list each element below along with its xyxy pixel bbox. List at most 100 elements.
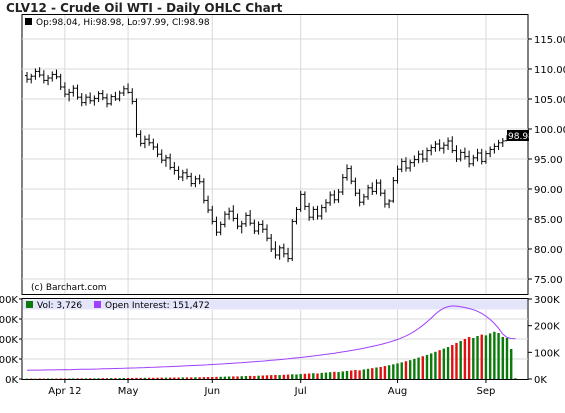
volume-bar	[236, 376, 239, 379]
ohlc-bar	[319, 204, 324, 220]
volume-bar	[476, 336, 479, 379]
ohlc-bar	[437, 139, 442, 152]
ohlc-bar	[311, 206, 316, 221]
volume-bar	[505, 338, 509, 379]
ohlc-bar	[83, 94, 88, 106]
volume-bar	[160, 377, 163, 379]
volume-bar	[164, 377, 168, 379]
ohlc-bar	[92, 95, 97, 106]
ohlc-bar	[25, 72, 29, 83]
price-tick-label: 80.00	[534, 245, 563, 256]
volume-bar	[84, 378, 88, 379]
volume-bar	[501, 337, 504, 379]
ohlc-bar	[252, 219, 257, 234]
volume-bar	[34, 378, 37, 380]
volume-bar	[147, 377, 151, 379]
volume-bar	[282, 374, 286, 379]
price-tick-label: 85.00	[534, 215, 563, 226]
price-tick-label: 110.00	[534, 65, 565, 76]
x-tick-label: Sep	[477, 386, 496, 397]
volume-bar	[488, 333, 492, 379]
ohlc-bar	[425, 147, 429, 162]
ohlc-bar	[46, 75, 51, 86]
volume-right-tick-label: 300K	[534, 295, 560, 306]
volume-bar	[30, 378, 33, 380]
ohlc-bar	[441, 142, 446, 154]
volume-bar	[93, 378, 96, 379]
volume-bar	[248, 375, 252, 379]
volume-right-tick-label: 200K	[534, 322, 560, 333]
ohlc-bar	[248, 210, 253, 226]
vol-legend: Vol: 3,726	[37, 301, 82, 311]
volume-bar	[76, 378, 79, 379]
ohlc-bar	[387, 199, 392, 209]
volume-bar	[72, 378, 75, 379]
volume-bar	[244, 376, 248, 379]
volume-bar	[316, 373, 319, 379]
ohlc-bar	[121, 85, 126, 96]
volume-left-tick-label: 400K	[0, 295, 18, 306]
volume-right-axis: 0K 100K 200K 300K	[528, 295, 560, 386]
volume-bar	[131, 377, 134, 379]
volume-bars	[25, 331, 517, 380]
ohlc-bar	[349, 165, 354, 185]
volume-bar	[324, 372, 328, 379]
ohlc-bar	[151, 138, 156, 150]
volume-bar	[253, 375, 256, 379]
volume-bar	[493, 331, 496, 379]
price-y-axis: 75.00 80.00 85.00 90.00 95.00 100.00 105.00 110…	[528, 35, 565, 286]
volume-bar	[497, 333, 500, 379]
volume-bar	[215, 376, 218, 379]
volume-bar	[46, 378, 50, 380]
ohlc-bar	[395, 165, 400, 184]
ohlc-bar	[109, 94, 114, 106]
ohlc-bar	[433, 141, 438, 152]
ohlc-bar	[471, 154, 476, 167]
volume-bar	[362, 369, 366, 379]
ohlc-bar	[33, 68, 38, 80]
volume-bar	[211, 377, 214, 379]
volume-bar	[261, 375, 264, 379]
volume-bar	[240, 376, 243, 379]
ohlc-bar	[298, 190, 303, 212]
volume-bar	[118, 378, 121, 379]
ohlc-bar	[180, 169, 185, 182]
volume-bar	[446, 347, 450, 379]
volume-bar	[173, 377, 176, 379]
ohlc-bar	[50, 71, 55, 82]
volume-bar	[42, 378, 46, 380]
ohlc-bar	[332, 190, 337, 204]
volume-right-tick-label: 0K	[534, 375, 547, 386]
volume-bar	[379, 366, 382, 379]
volume-bar	[396, 363, 399, 379]
ohlc-bar	[260, 220, 265, 233]
ohlc-bar	[378, 179, 383, 197]
volume-bar	[438, 350, 441, 379]
volume-bar	[307, 373, 311, 379]
ohlc-bar	[483, 150, 488, 164]
volume-bar	[366, 368, 370, 379]
volume-bar	[408, 360, 412, 379]
ohlc-bar	[243, 212, 248, 227]
x-tick-label: May	[118, 386, 139, 397]
ohlc-bar	[315, 205, 320, 220]
ohlc-bar	[496, 139, 501, 150]
volume-bar	[354, 370, 357, 379]
volume-bar	[455, 343, 458, 379]
ohlc-bar	[138, 130, 143, 147]
price-legend: Op:98.04, Hi:98.98, Lo:97.99, Cl:98.98	[36, 18, 210, 28]
credit-label: (c) Barchart.com	[31, 283, 107, 293]
x-tick-label: Apr 12	[48, 386, 81, 397]
volume-bar	[312, 373, 315, 379]
price-grid	[22, 15, 528, 294]
volume-bar	[97, 378, 100, 379]
volume-bar	[55, 378, 58, 380]
volume-bar	[303, 373, 307, 379]
ohlc-bar	[239, 220, 244, 234]
ohlc-bar	[58, 73, 63, 90]
ohlc-bar	[201, 178, 206, 204]
last-price-label: 98.98	[508, 132, 534, 142]
price-legend-swatch	[25, 18, 32, 25]
ohlc-bar	[75, 84, 80, 100]
volume-bar	[375, 367, 378, 379]
